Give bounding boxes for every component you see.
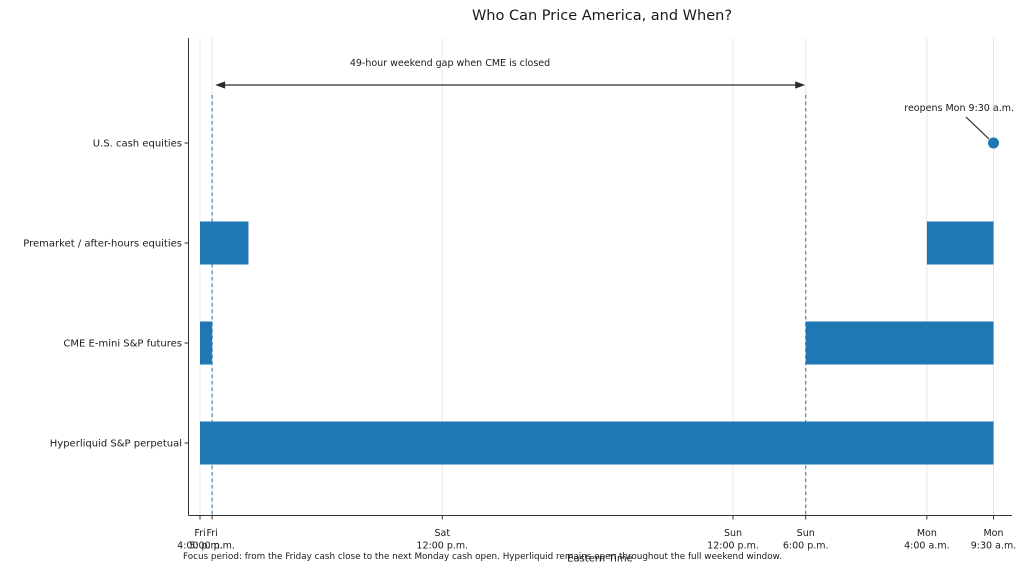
x-tick-label-day: Fri [206,528,217,539]
x-tick-label-day: Mon [983,528,1003,539]
gap-arrow-head-right [795,81,806,89]
reopen-leader-line [965,116,990,140]
gap-annotation-label: 49-hour weekend gap when CME is closed [350,58,550,69]
x-axis-label: Eastern Time [567,554,633,565]
x-tick-label-day: Mon [917,528,937,539]
x-tick-label-day: Sat [435,528,451,539]
bar-hyperliquid-s-p-perpetual [200,421,994,465]
gap-arrow-head-left [215,81,226,89]
x-tick-label-day: Fri [194,528,205,539]
x-tick-label-time: 4:00 a.m. [904,541,949,552]
x-tick-label-time: 6:00 p.m. [783,541,829,552]
x-tick-label-day: Sun [797,528,815,539]
reopen-annotation-label: reopens Mon 9:30 a.m. [904,103,1014,114]
x-tick-label-time: 4:00 p.m. [177,541,223,552]
bar-premarket-after-hours-equities [926,221,994,265]
x-tick-label-day: Sun [724,528,742,539]
footnote: Focus period: from the Friday cash close… [183,552,782,562]
x-tick-label-time: 5:00 p.m. [189,541,235,552]
y-tick-label-cme-e-mini-s-p-futures: CME E-mini S&P futures [63,339,182,350]
chart-title: Who Can Price America, and When? [472,8,732,24]
y-tick-label-premarket-after-hours-equities: Premarket / after-hours equities [23,239,182,250]
x-tick-label-time: 12:00 p.m. [707,541,759,552]
x-tick-label-time: 9:30 a.m. [971,541,1016,552]
bar-cme-e-mini-s-p-futures [805,321,994,365]
x-tick-label-time: 12:00 p.m. [416,541,468,552]
y-tick-label-u-s-cash-equities: U.S. cash equities [93,139,182,150]
bar-cme-e-mini-s-p-futures [200,321,213,365]
reopen-marker-dot [988,137,999,149]
bar-premarket-after-hours-equities [200,221,249,265]
y-tick-label-hyperliquid-s-p-perpetual: Hyperliquid S&P perpetual [50,439,182,450]
